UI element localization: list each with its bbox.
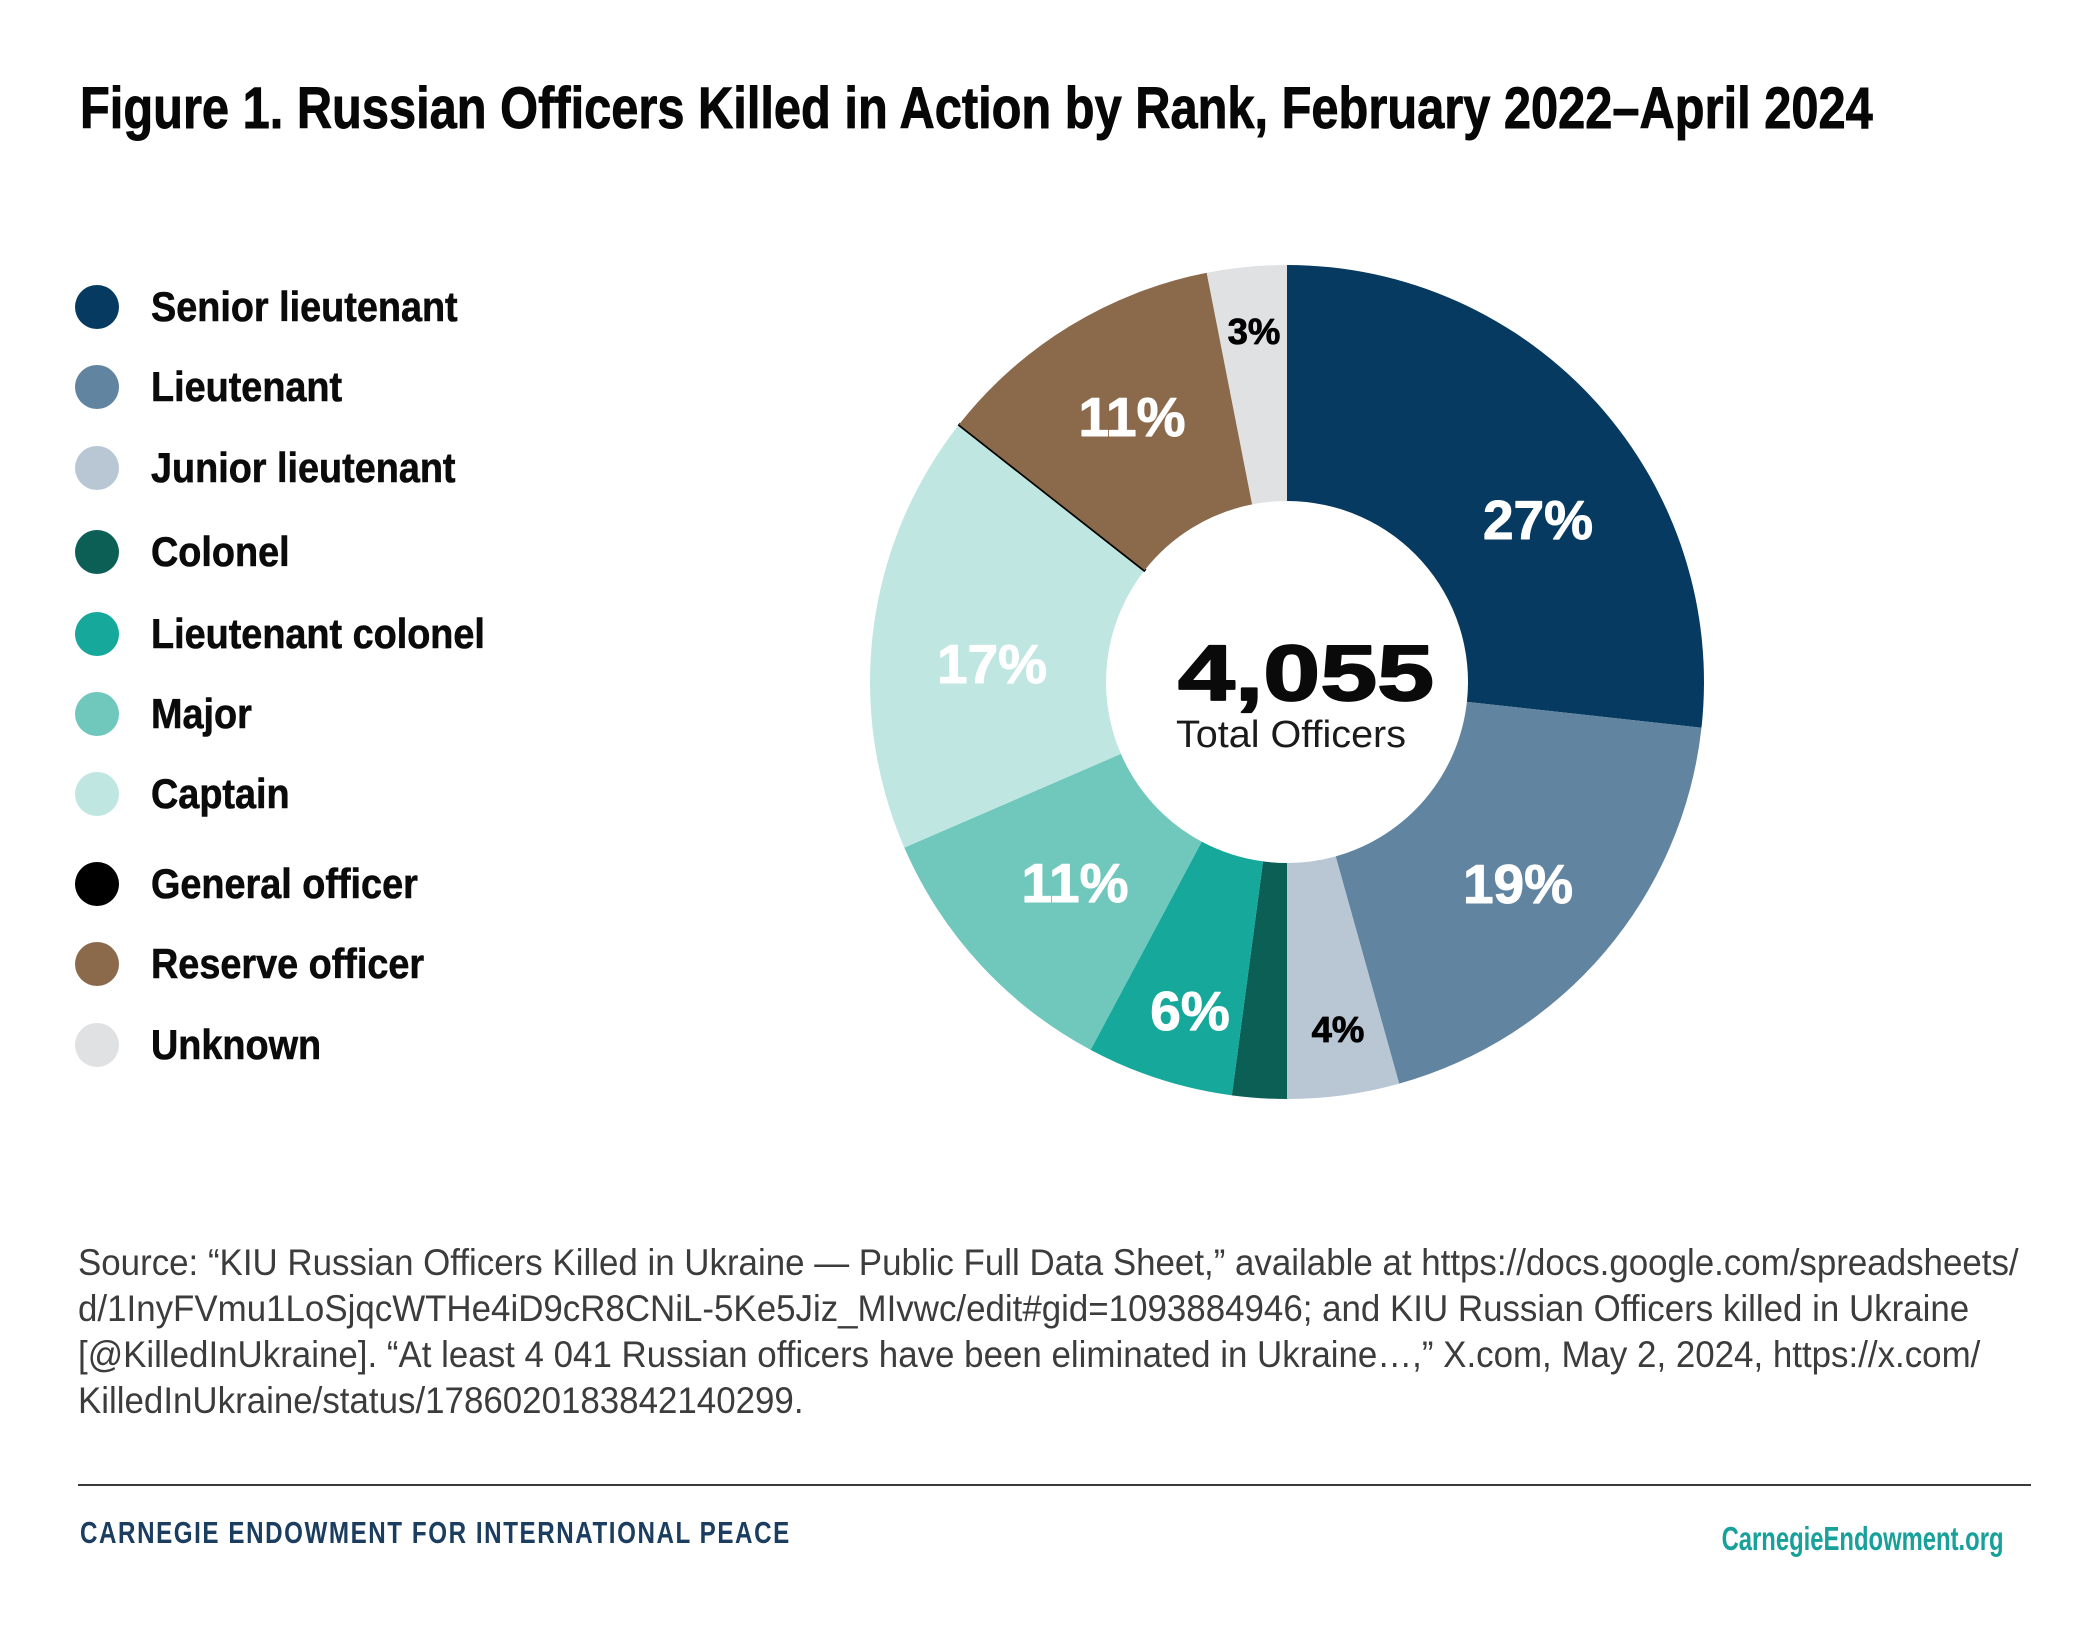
- svg-text:Total Officers: Total Officers: [1176, 714, 1406, 756]
- svg-text:27%: 27%: [1483, 489, 1593, 551]
- svg-text:19%: 19%: [1463, 853, 1573, 915]
- svg-text:3%: 3%: [1228, 311, 1281, 352]
- svg-text:4,055: 4,055: [1178, 628, 1434, 717]
- svg-text:4%: 4%: [1312, 1009, 1365, 1050]
- svg-text:11%: 11%: [1021, 852, 1128, 914]
- svg-text:11%: 11%: [1078, 386, 1185, 448]
- svg-text:17%: 17%: [937, 633, 1047, 695]
- svg-text:6%: 6%: [1150, 980, 1230, 1042]
